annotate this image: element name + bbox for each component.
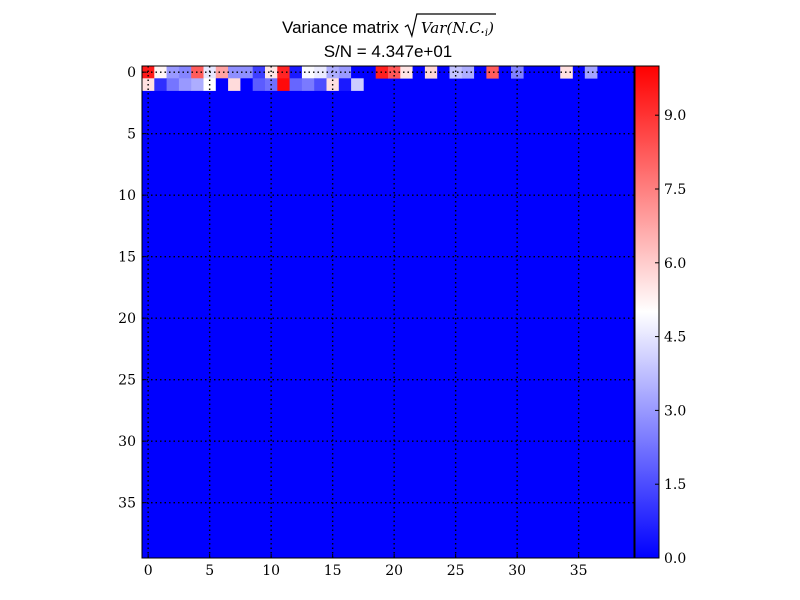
heatmap-cell	[142, 66, 155, 79]
chart-subtitle: S/N = 4.347e+01	[324, 42, 453, 61]
y-tick-label: 35	[118, 496, 136, 512]
heatmap-background	[142, 66, 634, 558]
y-tick-label: 20	[118, 311, 136, 327]
heatmap-cell	[301, 66, 315, 79]
colorbar-tick-label: 1.5	[664, 477, 686, 493]
heatmap-cell	[215, 66, 229, 79]
x-tick-label: 35	[570, 563, 588, 579]
heatmap-cell	[289, 78, 303, 91]
colorbar-tick-label: 6.0	[664, 256, 686, 272]
x-tick-label: 30	[508, 563, 526, 579]
heatmap-cell	[363, 66, 376, 79]
chart-title-math-close: )	[487, 19, 494, 37]
y-tick-label: 0	[127, 65, 136, 81]
x-tick-label: 15	[324, 563, 342, 579]
colorbar-tick-label: 7.5	[664, 182, 686, 198]
y-tick-label: 5	[127, 127, 136, 143]
heatmap-cell	[486, 66, 499, 79]
heatmap-cell	[166, 78, 180, 91]
heatmap-cell	[326, 66, 340, 79]
x-tick-label: 10	[262, 563, 280, 579]
heatmap-cell	[412, 66, 426, 79]
heatmap-cell	[351, 78, 364, 91]
colorbar-tick-label: 9.0	[664, 108, 686, 124]
heatmap-cells	[142, 66, 634, 558]
colorbar	[634, 65, 660, 559]
heatmap-cell	[351, 66, 364, 79]
colorbar-tick-label: 0.0	[664, 551, 686, 567]
heatmap-cell	[228, 66, 241, 79]
plot-frame	[141, 65, 635, 559]
heatmap-cell	[191, 78, 204, 91]
chart-title: Variance matrix	[282, 18, 399, 37]
chart-title-sqrt-symbol	[404, 13, 496, 39]
heatmap-cell	[178, 66, 192, 79]
heatmap-cell	[265, 66, 278, 79]
y-tick-label: 10	[118, 188, 136, 204]
x-tick-label: 5	[205, 563, 214, 579]
heatmap-cell	[240, 78, 253, 91]
colorbar-tick-label: 3.0	[664, 403, 686, 419]
y-tick-label: 30	[118, 434, 136, 450]
heatmap-cell	[314, 66, 327, 79]
chart-title-prefix: Variance matrix	[282, 18, 399, 37]
heatmap-cell	[252, 78, 266, 91]
heatmap-cell	[178, 78, 192, 91]
chart-title-math-main: Var(N.C.	[421, 19, 485, 37]
heatmap-cell	[314, 78, 327, 91]
x-tick-label: 20	[385, 563, 403, 579]
x-tick-label: 25	[447, 563, 465, 579]
heatmap-cell	[301, 78, 315, 91]
x-tick-label: 0	[144, 563, 153, 579]
heatmap-cell	[166, 66, 180, 79]
heatmap-cell	[498, 66, 512, 79]
heatmap-cell	[461, 66, 475, 79]
heatmap-cell	[511, 66, 524, 79]
heatmap-cell	[449, 66, 463, 79]
y-tick-label: 25	[118, 373, 136, 389]
heatmap-cell	[277, 66, 290, 79]
heatmap-cell	[400, 66, 413, 79]
heatmap-cell	[215, 78, 229, 91]
heatmap-grid	[142, 66, 634, 558]
y-tick-label: 15	[118, 250, 136, 266]
chart-title-math: Var(N.C.i)	[421, 19, 494, 39]
colorbar-tick-label: 4.5	[664, 330, 686, 346]
heatmap-cell	[228, 78, 241, 91]
heatmap-cell	[277, 78, 290, 91]
y-axis-ticks: 0 5 10 15 20 25 30 35	[118, 65, 146, 512]
chart-title-math-sub: i	[485, 28, 488, 39]
colorbar-ticks: 0.0 1.5 3.0 4.5 6.0 7.5 9.0	[655, 108, 686, 567]
heatmap-cell	[154, 78, 167, 91]
heatmap-cell	[584, 66, 598, 79]
heatmap-cell	[338, 78, 352, 91]
x-axis-ticks: 0 5 10 15 20 25 30 35	[144, 554, 588, 579]
